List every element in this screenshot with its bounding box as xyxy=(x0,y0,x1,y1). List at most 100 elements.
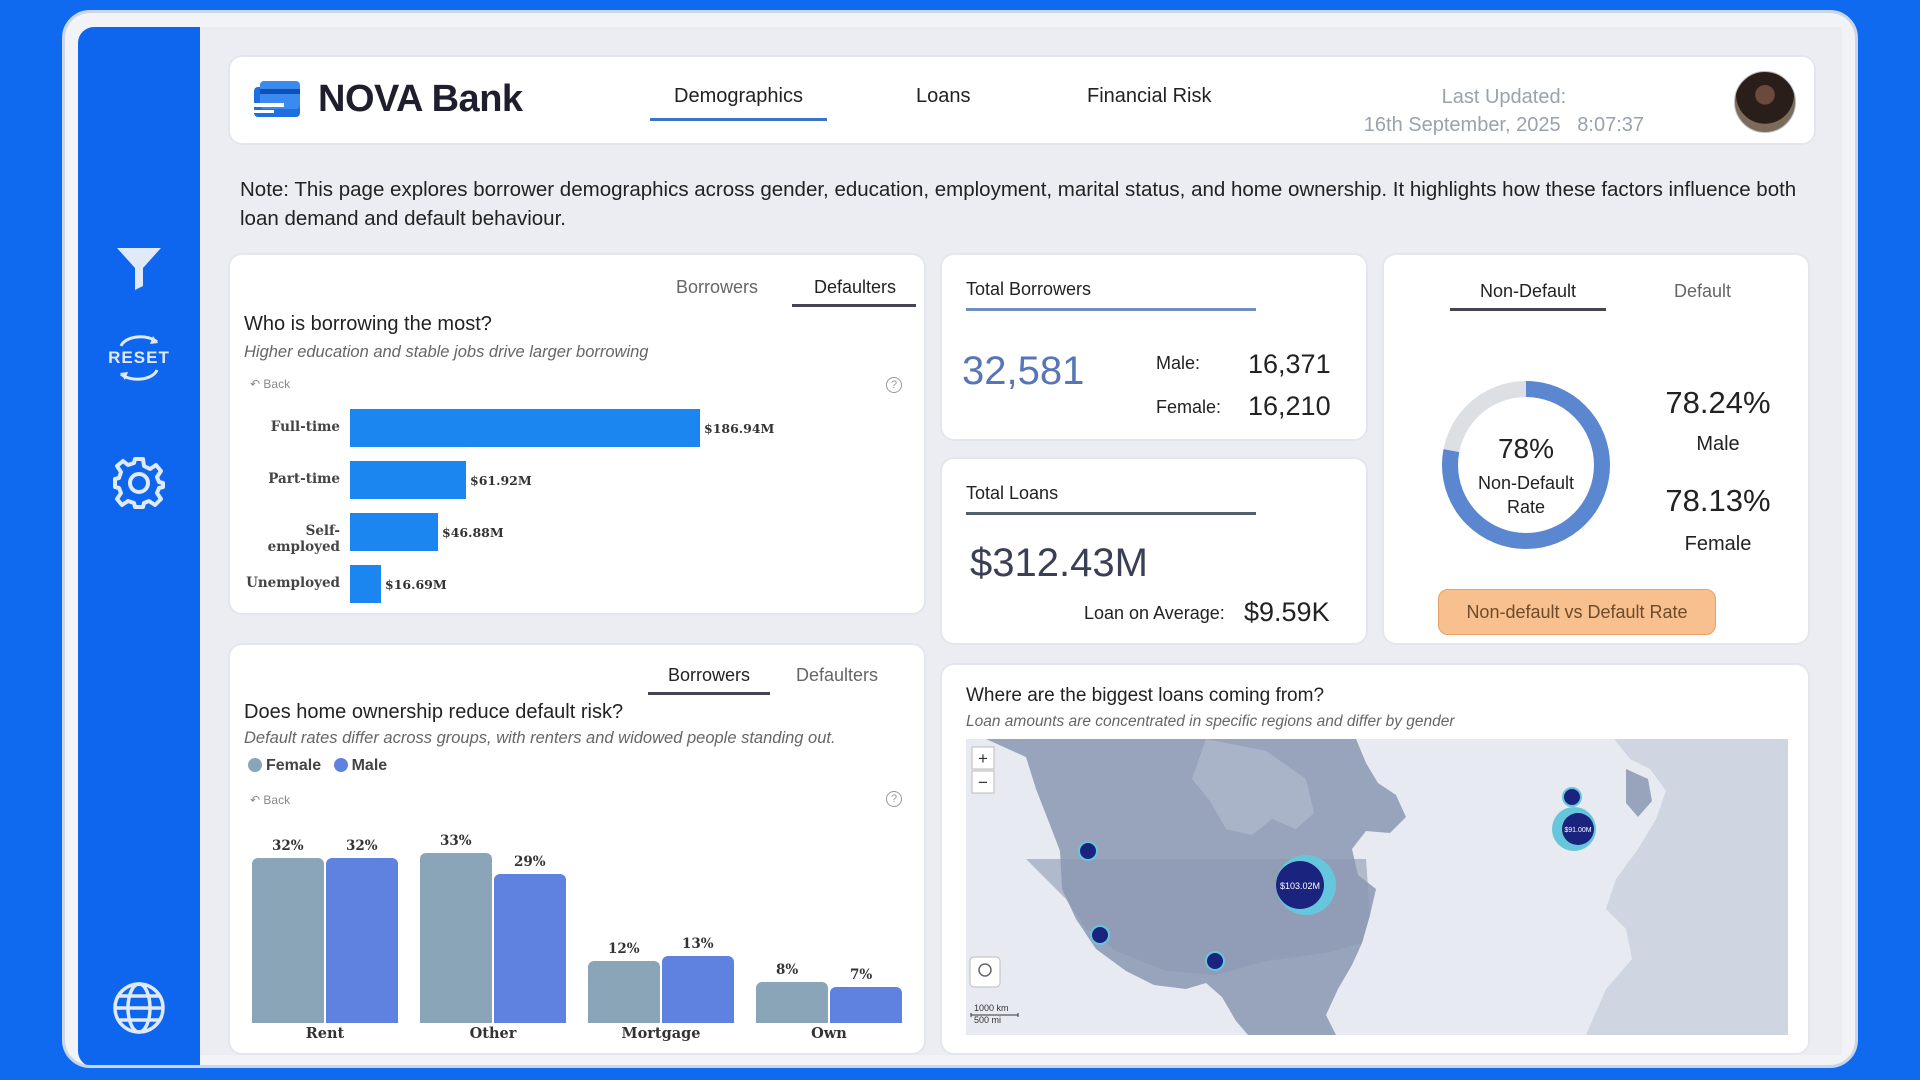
loans-map[interactable]: $103.02M $91.00M + − 1000 km 500 mi xyxy=(966,739,1788,1035)
bar-other-female[interactable] xyxy=(420,853,492,1023)
back-arrow-icon: ↶ xyxy=(250,793,264,807)
uk-region xyxy=(1626,769,1652,817)
bar-own-female[interactable] xyxy=(756,982,828,1023)
uk-bubble[interactable] xyxy=(1562,787,1582,807)
scale-mi: 500 mi xyxy=(974,1015,1001,1025)
top-bar: NOVA Bank Demographics Loans Financial R… xyxy=(228,55,1816,145)
ownership-help-icon[interactable]: ? xyxy=(886,791,902,807)
borrowing-subtitle: Higher education and stable jobs drive l… xyxy=(244,343,649,361)
zoom-out-button[interactable] xyxy=(971,770,995,794)
gear-icon[interactable] xyxy=(108,452,170,514)
help-icon[interactable]: ? xyxy=(886,377,902,393)
male-rate-label: Male xyxy=(1696,433,1740,455)
last-updated-value: 16th September, 2025 8:07:37 xyxy=(1363,114,1644,136)
donut-value: 78% xyxy=(1497,433,1555,464)
reset-label: RESET xyxy=(108,348,170,367)
brand: NOVA Bank xyxy=(250,77,523,121)
zoom-in-button[interactable] xyxy=(971,746,995,770)
bar-self-employed[interactable] xyxy=(350,513,438,551)
bank-card-logo-icon xyxy=(254,81,300,117)
legend-female: Female xyxy=(266,757,322,774)
europe-landmass xyxy=(1586,739,1788,1035)
biggest-loan-bubble[interactable] xyxy=(1276,861,1324,909)
seg-non-default[interactable]: Non-Default xyxy=(1450,281,1607,311)
total-loans-card: Total Loans $312.43M Loan on Average: $9… xyxy=(940,457,1368,645)
bar-value-part-time: $61.92M xyxy=(470,473,532,488)
borrowing-title: Who is borrowing the most? xyxy=(244,313,492,335)
ownership-back-button[interactable]: ↶ Back xyxy=(250,793,290,807)
back-label: Back xyxy=(263,377,291,391)
bar-value-rent-male: 32% xyxy=(346,838,378,854)
scale-km: 1000 km xyxy=(974,1003,1009,1013)
legend-male-swatch xyxy=(333,758,348,772)
ownership-card: Borrowers Defaulters Does home ownership… xyxy=(228,643,926,1055)
loan-average-label: Loan on Average: xyxy=(1084,603,1225,623)
canada-region xyxy=(1192,739,1314,835)
app-frame: RESET xyxy=(62,10,1858,1068)
ownership-title: Does home ownership reduce default risk? xyxy=(244,701,624,723)
bar-value-own-male: 7% xyxy=(850,967,873,983)
legend-male: Male xyxy=(351,757,388,774)
lasso-icon xyxy=(978,963,992,977)
bar-mortgage-female[interactable] xyxy=(588,961,660,1023)
bar-unemployed[interactable] xyxy=(350,565,381,603)
texas-bubble[interactable] xyxy=(1205,951,1225,971)
west-coast-bubble[interactable] xyxy=(1078,841,1098,861)
ownership-subtitle: Default rates differ across groups, with… xyxy=(244,729,836,747)
filter-icon[interactable] xyxy=(108,237,170,299)
default-rate-card: Non-Default Default 78% Non-Default Rate… xyxy=(1382,253,1810,645)
male-count: 16,371 xyxy=(1248,349,1331,379)
reset-button[interactable]: RESET xyxy=(108,327,170,389)
bar-other-male[interactable] xyxy=(494,874,566,1023)
tab-loans[interactable]: Loans xyxy=(916,85,971,107)
avatar[interactable] xyxy=(1734,71,1796,133)
seg-own-defaulters[interactable]: Defaulters xyxy=(796,665,879,685)
total-borrowers-value: 32,581 xyxy=(962,349,1085,393)
legend-female-swatch xyxy=(248,758,262,772)
female-rate-label: Female xyxy=(1684,533,1752,555)
bar-rent-male[interactable] xyxy=(326,858,398,1023)
total-loans-value: $312.43M xyxy=(970,541,1148,585)
seg-borrowers[interactable]: Borrowers xyxy=(676,277,759,297)
eu-loan-bubble[interactable] xyxy=(1562,813,1594,845)
last-updated-label: Last Updated: xyxy=(1441,86,1567,108)
male-rate-value: 78.24% xyxy=(1665,385,1771,420)
bar-value-other-female: 33% xyxy=(440,833,472,849)
map-subtitle: Loan amounts are concentrated in specifi… xyxy=(966,713,1455,730)
brand-name: NOVA Bank xyxy=(318,77,523,120)
female-rate-value: 78.13% xyxy=(1665,483,1771,518)
female-label: Female: xyxy=(1156,397,1222,417)
back-arrow-icon: ↶ xyxy=(250,377,264,391)
bar-part-time[interactable] xyxy=(350,461,466,499)
bar-mortgage-male[interactable] xyxy=(662,956,734,1023)
seg-own-borrowers[interactable]: Borrowers xyxy=(648,665,771,695)
tab-financial-risk[interactable]: Financial Risk xyxy=(1087,85,1212,107)
bar-own-male[interactable] xyxy=(830,987,902,1023)
map-card: Where are the biggest loans coming from?… xyxy=(940,663,1810,1055)
zoom-in-label: + xyxy=(978,749,988,768)
page-note: Note: This page explores borrower demogr… xyxy=(240,178,1797,230)
bar-value-self-employed: $46.88M xyxy=(442,525,504,540)
bar-full-time[interactable] xyxy=(350,409,700,447)
back-button[interactable]: ↶ Back xyxy=(250,377,290,391)
non-default-vs-default-button[interactable]: Non-default vs Default Rate xyxy=(1438,589,1716,635)
last-updated: Last Updated: 16th September, 2025 8:07:… xyxy=(1364,83,1644,139)
biggest-loan-label: $103.02M xyxy=(1280,881,1320,891)
globe-icon[interactable] xyxy=(108,977,170,1039)
tab-demographics[interactable]: Demographics xyxy=(650,85,827,121)
borrowing-card: Borrowers Defaulters Who is borrowing th… xyxy=(228,253,926,615)
ownership-legend: Female Male xyxy=(248,757,387,775)
seg-defaulters[interactable]: Defaulters xyxy=(792,277,917,307)
loan-average-value: $9.59K xyxy=(1244,597,1330,627)
bar-rent-female[interactable] xyxy=(252,858,324,1023)
lasso-select-button[interactable] xyxy=(969,956,1001,988)
bar-value-rent-female: 32% xyxy=(272,838,304,854)
sidebar: RESET xyxy=(78,27,200,1065)
zoom-out-label: − xyxy=(978,773,988,792)
total-borrowers-title: Total Borrowers xyxy=(966,279,1256,311)
back-label: Back xyxy=(263,793,291,807)
california-bubble[interactable] xyxy=(1090,925,1110,945)
scale-bar xyxy=(970,1013,1019,1017)
main-area: NOVA Bank Demographics Loans Financial R… xyxy=(200,27,1842,1055)
seg-default[interactable]: Default xyxy=(1674,281,1732,301)
